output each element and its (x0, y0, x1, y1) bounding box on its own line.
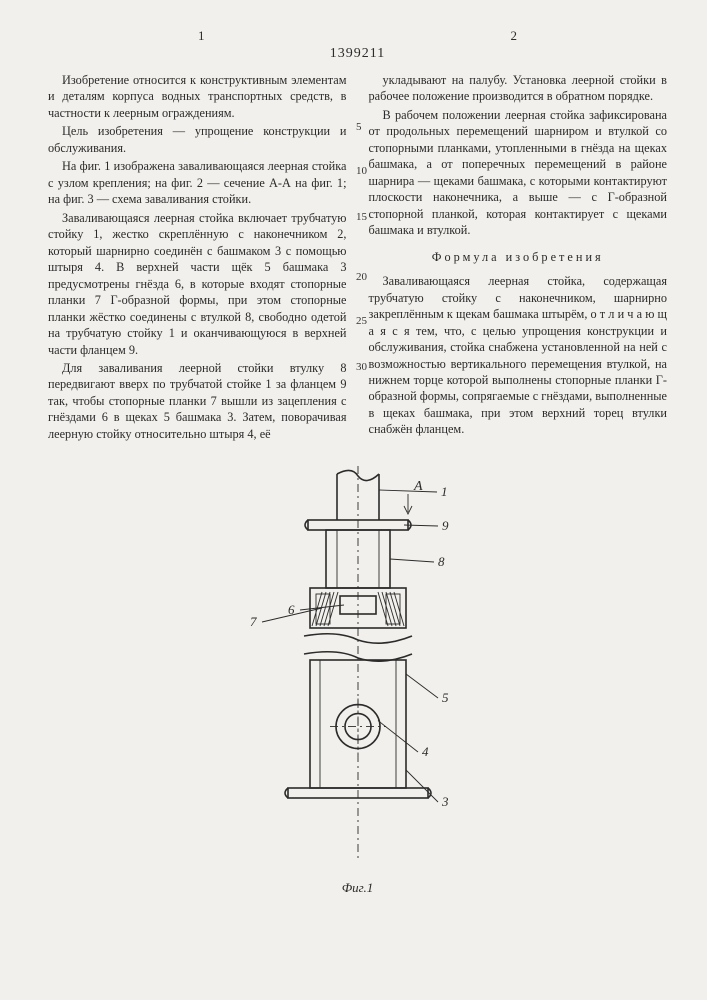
page-number-left: 1 (198, 28, 205, 44)
svg-text:4: 4 (422, 744, 429, 759)
paragraph: Изобретение относится к конструктивным э… (48, 72, 347, 121)
line-number: 10 (356, 166, 367, 177)
paragraph: укладывают на палубу. Установка леерной … (369, 72, 668, 105)
svg-text:3: 3 (441, 794, 449, 809)
right-column: укладывают на палубу. Установка леерной … (369, 72, 668, 444)
figure-1: A19876543 (48, 456, 667, 876)
svg-text:7: 7 (250, 614, 257, 629)
svg-text:6: 6 (288, 602, 295, 617)
page-number-right: 2 (511, 28, 518, 44)
left-column: Изобретение относится к конструктивным э… (48, 72, 347, 444)
line-number: 5 (356, 122, 362, 133)
document-number: 1399211 (48, 46, 667, 62)
claim-text: Заваливающаяся леерная стойка, содержаща… (369, 273, 668, 438)
formula-title: Формула изобретения (369, 249, 668, 265)
paragraph: На фиг. 1 изображена заваливающаяся леер… (48, 158, 347, 207)
svg-text:5: 5 (442, 690, 449, 705)
line-number: 20 (356, 272, 367, 283)
paragraph: Для заваливания леерной стойки втулку 8 … (48, 360, 347, 442)
line-number: 30 (356, 362, 367, 373)
line-number: 25 (356, 316, 367, 327)
paragraph: В рабочем положении леерная стойка зафик… (369, 107, 668, 239)
svg-text:8: 8 (438, 554, 445, 569)
svg-text:9: 9 (442, 518, 449, 533)
paragraph: Заваливающаяся леерная стойка включает т… (48, 210, 347, 358)
line-number: 15 (356, 212, 367, 223)
paragraph: Цель изобретения — упрощение конструкции… (48, 123, 347, 156)
figure-caption: Фиг.1 (48, 880, 667, 896)
svg-text:1: 1 (441, 484, 448, 499)
